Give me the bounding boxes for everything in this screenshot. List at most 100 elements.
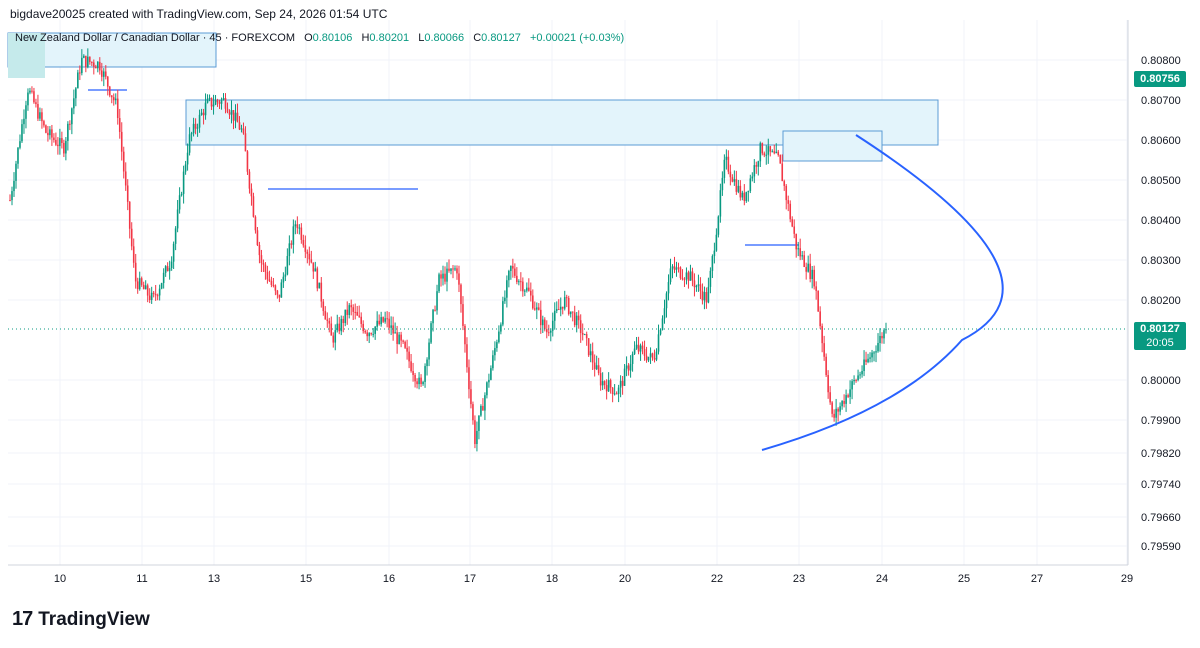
x-tick-label: 13 [208, 573, 220, 585]
candle-body [571, 311, 574, 313]
candle-body [675, 267, 678, 270]
tradingview-mark-icon: 17 [12, 608, 33, 630]
candle-body [9, 200, 11, 201]
candle-body [665, 293, 668, 309]
candle-body [520, 281, 522, 283]
symbol-name: New Zealand Dollar / Canadian Dollar · 4… [15, 32, 295, 44]
candle-body [484, 395, 486, 411]
candle-body [380, 317, 382, 325]
candle-body [504, 297, 506, 302]
candle-body [75, 88, 77, 99]
candle-body [551, 320, 554, 331]
candle-body [142, 284, 145, 290]
candle-body [727, 156, 730, 172]
y-tick-label: 0.79900 [1141, 415, 1181, 427]
candle-body [428, 342, 430, 360]
candle-body [27, 92, 29, 106]
high-label: H [361, 32, 370, 44]
candle-body [629, 363, 632, 371]
candle-body [194, 123, 197, 129]
candle-body [466, 344, 468, 368]
x-tick-label: 24 [876, 573, 888, 585]
candle-body [156, 295, 159, 297]
candle-body [723, 159, 726, 178]
candle-body [783, 181, 786, 186]
candle-body [25, 105, 27, 119]
candle-body [35, 102, 37, 105]
candle-body [537, 307, 540, 310]
candle-body [701, 291, 704, 301]
candle-body [637, 344, 640, 352]
candle-body [528, 287, 530, 291]
open-value: 0.80106 [312, 32, 353, 44]
candle-body [845, 395, 847, 404]
candle-body [857, 375, 859, 381]
candle-body [148, 295, 151, 301]
candle-body [725, 156, 728, 160]
candle-body [755, 165, 758, 167]
candle-body [384, 318, 386, 322]
candle-body [132, 246, 135, 263]
candle-body [761, 143, 764, 154]
candle-body [412, 371, 414, 375]
candle-body [601, 381, 604, 386]
candle-body [198, 114, 201, 128]
candle-body [825, 356, 827, 376]
candle-body [114, 98, 117, 101]
candle-body [514, 268, 516, 276]
candle-body [679, 267, 682, 278]
candle-body [420, 377, 422, 385]
candle-body [849, 389, 851, 397]
candle-body [541, 319, 544, 326]
candle-body [128, 201, 131, 229]
zone-small [782, 130, 883, 162]
candle-body [43, 121, 45, 126]
candle-body [587, 338, 590, 356]
candle-body [326, 319, 329, 321]
x-tick-label: 15 [300, 573, 312, 585]
candle-body [494, 348, 496, 356]
candle-body [885, 329, 887, 331]
candle-body [500, 324, 502, 332]
y-tick-label: 0.79820 [1141, 448, 1181, 460]
candle-body [641, 345, 644, 349]
candle-body [260, 255, 263, 264]
candle-body [414, 374, 416, 382]
candle-body [671, 266, 674, 269]
candle-body [400, 334, 402, 341]
candle-body [693, 280, 696, 288]
x-tick-label: 27 [1031, 573, 1043, 585]
candle-body [615, 393, 618, 395]
candle-body [767, 146, 770, 155]
projection-arc [761, 134, 1004, 451]
candle-body [691, 271, 694, 281]
candle-body [37, 104, 39, 119]
candle-body [106, 76, 109, 87]
candle-body [797, 248, 800, 250]
candle-body [623, 368, 626, 386]
candle-body [627, 365, 630, 371]
candle-body [55, 139, 57, 145]
candle-body [803, 255, 805, 267]
close-value: 0.80127 [481, 32, 521, 44]
candle-body [182, 171, 185, 194]
candle-body [827, 375, 829, 393]
candle-body [348, 305, 351, 315]
candle-body [482, 406, 484, 411]
candle-body [318, 282, 321, 289]
candle-body [206, 98, 209, 103]
candle-body [559, 306, 562, 310]
candle-body [649, 353, 652, 357]
candle-body [585, 334, 588, 339]
candle-body [286, 256, 289, 275]
candle-body [342, 318, 345, 324]
candle-body [539, 309, 542, 326]
candle-body [653, 358, 656, 360]
candle-body [124, 171, 127, 186]
candle-body [130, 228, 133, 247]
candle-body [781, 163, 784, 182]
candle-body [839, 406, 841, 412]
tradingview-logo[interactable]: 17 TradingView [12, 608, 150, 631]
candle-body [272, 284, 275, 286]
